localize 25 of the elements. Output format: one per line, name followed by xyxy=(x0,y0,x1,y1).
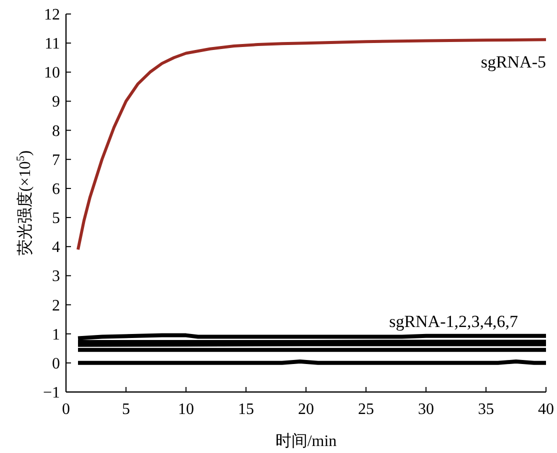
y-tick-label: 1 xyxy=(52,326,60,344)
x-axis-title: 时间/min xyxy=(275,432,337,450)
x-tick-label: 20 xyxy=(298,401,314,418)
y-tick-label: 7 xyxy=(52,152,60,169)
y-tick-label: 5 xyxy=(52,210,60,228)
y-tick-label: 4 xyxy=(52,239,60,256)
x-tick-label: 40 xyxy=(538,401,554,418)
series-label: sgRNA-5 xyxy=(480,52,546,72)
x-tick-label: 30 xyxy=(418,401,434,418)
y-tick-label: 3 xyxy=(52,268,60,286)
y-tick-label: 12 xyxy=(44,6,60,24)
x-tick-label: 10 xyxy=(178,401,194,418)
y-tick-label: 0 xyxy=(52,355,60,372)
x-tick-label: 15 xyxy=(238,401,254,418)
y-tick-label: 2 xyxy=(52,297,60,314)
y-tick-label: 10 xyxy=(44,64,60,82)
x-tick-label: 35 xyxy=(478,401,494,418)
annotation: sgRNA-1,2,3,4,6,7 xyxy=(389,312,518,331)
y-tick-label: 8 xyxy=(52,122,60,140)
y-tick-label: 11 xyxy=(44,36,60,53)
x-tick-label: 25 xyxy=(358,401,374,418)
y-tick-label: −1 xyxy=(42,384,60,402)
y-tick-label: 6 xyxy=(52,180,60,198)
x-tick-label: 5 xyxy=(122,401,130,418)
y-tick-label: 9 xyxy=(52,94,60,111)
